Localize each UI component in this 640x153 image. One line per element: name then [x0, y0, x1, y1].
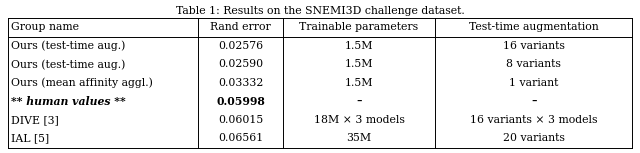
Text: 1.5M: 1.5M [345, 59, 373, 69]
Text: Test-time augmentation: Test-time augmentation [469, 22, 598, 32]
Text: Rand error: Rand error [210, 22, 271, 32]
Text: 0.06015: 0.06015 [218, 115, 263, 125]
Text: Ours (test-time aug.): Ours (test-time aug.) [11, 59, 125, 69]
Text: IAL [5]: IAL [5] [11, 133, 49, 143]
Text: 0.02576: 0.02576 [218, 41, 263, 51]
Text: –: – [356, 96, 362, 107]
Text: 0.06561: 0.06561 [218, 133, 263, 143]
Text: 16 variants × 3 models: 16 variants × 3 models [470, 115, 598, 125]
Text: Group name: Group name [11, 22, 79, 32]
Text: Ours (test-time aug.): Ours (test-time aug.) [11, 41, 125, 51]
Text: Table 1: Results on the SNEMI3D challenge dataset.: Table 1: Results on the SNEMI3D challeng… [175, 6, 465, 16]
Text: 16 variants: 16 variants [503, 41, 564, 51]
Text: ** human values **: ** human values ** [11, 96, 125, 107]
Text: 1 variant: 1 variant [509, 78, 559, 88]
Text: 0.03332: 0.03332 [218, 78, 263, 88]
Text: DIVE [3]: DIVE [3] [11, 115, 59, 125]
Text: –: – [531, 96, 536, 107]
Text: 35M: 35M [346, 133, 372, 143]
Text: 1.5M: 1.5M [345, 41, 373, 51]
Text: 0.05998: 0.05998 [216, 96, 265, 107]
Text: 1.5M: 1.5M [345, 78, 373, 88]
Text: 20 variants: 20 variants [503, 133, 564, 143]
Text: 8 variants: 8 variants [506, 59, 561, 69]
Text: 0.02590: 0.02590 [218, 59, 263, 69]
Text: Ours (mean affinity aggl.): Ours (mean affinity aggl.) [11, 77, 153, 88]
Text: Trainable parameters: Trainable parameters [300, 22, 419, 32]
Text: 18M × 3 models: 18M × 3 models [314, 115, 404, 125]
